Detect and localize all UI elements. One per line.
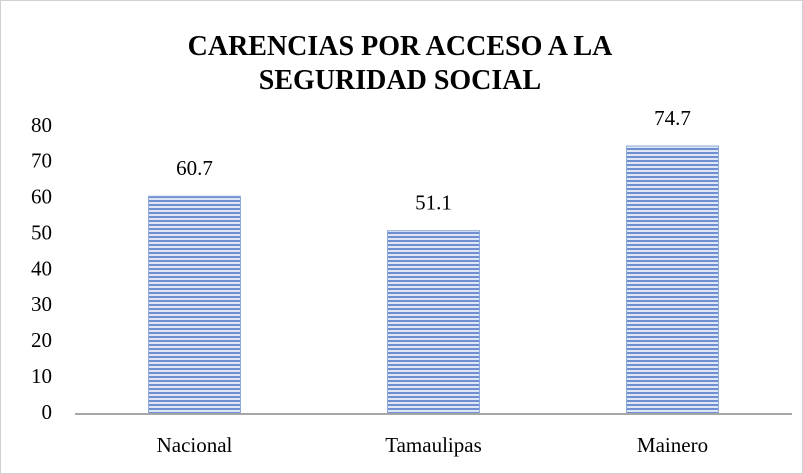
bar	[626, 145, 719, 415]
y-tick-label: 20	[31, 328, 52, 352]
chart-title: CARENCIAS POR ACCESO A LA SEGURIDAD SOCI…	[187, 31, 613, 96]
y-tick-label: 60	[31, 185, 52, 209]
x-tick-label: Nacional	[157, 433, 233, 457]
y-tick-label: 40	[31, 256, 52, 280]
data-label: 60.7	[176, 156, 213, 180]
y-tick-label: 10	[31, 364, 52, 388]
y-tick-label: 30	[31, 292, 52, 316]
data-label: 74.7	[654, 106, 691, 130]
y-tick-label: 80	[31, 113, 52, 137]
x-tick-label: Mainero	[637, 433, 708, 457]
x-tick-label: Tamaulipas	[385, 433, 482, 457]
bar	[387, 230, 480, 415]
y-tick-label: 0	[42, 400, 53, 424]
y-tick-label: 50	[31, 220, 52, 244]
data-label: 51.1	[415, 190, 452, 214]
y-tick-label: 70	[31, 149, 52, 173]
bar	[148, 195, 241, 415]
